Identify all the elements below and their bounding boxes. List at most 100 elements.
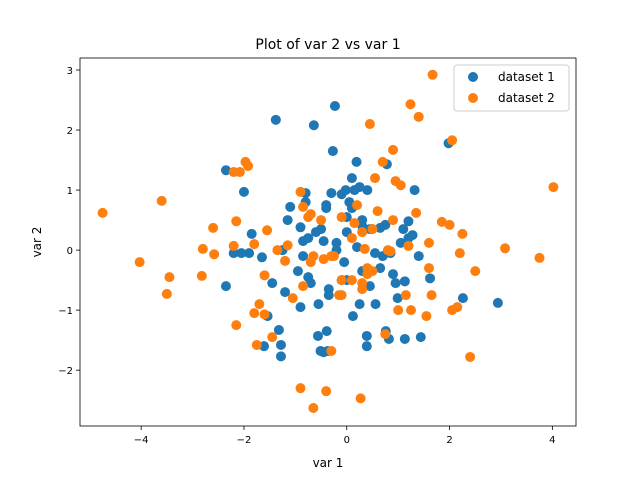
data-point-series-2 [267, 332, 278, 343]
data-point-series-1 [327, 146, 338, 157]
data-point-series-1 [370, 299, 381, 310]
data-point-series-2 [196, 270, 207, 281]
data-point-series-2 [326, 345, 337, 356]
data-point-series-2 [465, 351, 476, 362]
y-tick-label: 3 [67, 66, 73, 77]
data-point-series-2 [534, 252, 545, 263]
legend: dataset 1 dataset 2 [453, 64, 570, 112]
data-point-series-1 [388, 269, 399, 280]
data-point-series-1 [313, 299, 324, 310]
data-point-series-2 [364, 119, 375, 130]
data-point-series-1 [399, 333, 410, 344]
data-point-series-1 [228, 248, 239, 259]
data-point-series-2 [457, 228, 468, 239]
data-point-series-2 [209, 249, 220, 260]
data-point-series-1 [220, 165, 231, 176]
data-point-series-1 [267, 278, 278, 289]
y-tick-label: −1 [58, 306, 73, 317]
data-point-series-1 [270, 114, 281, 125]
data-point-series-1 [285, 201, 296, 212]
data-point-series-2 [357, 227, 368, 238]
data-point-series-1 [492, 297, 503, 308]
data-point-series-1 [403, 216, 414, 227]
data-point-series-1 [361, 341, 372, 352]
data-point-series-2 [447, 135, 458, 146]
data-point-series-1 [329, 101, 340, 112]
data-point-series-1 [273, 324, 284, 335]
data-point-series-2 [500, 243, 511, 254]
data-point-series-2 [355, 393, 366, 404]
data-point-series-1 [357, 215, 368, 226]
data-point-series-2 [362, 269, 373, 280]
data-point-series-2 [272, 245, 283, 256]
data-point-series-1 [347, 311, 358, 322]
data-point-series-1 [399, 276, 410, 287]
data-point-series-1 [413, 251, 424, 262]
data-point-series-2 [370, 173, 381, 184]
data-point-series-1 [354, 182, 365, 193]
data-point-series-1 [407, 230, 418, 241]
data-point-series-2 [262, 225, 273, 236]
data-point-series-2 [403, 240, 414, 251]
data-point-series-1 [321, 203, 332, 214]
legend-box [453, 64, 570, 112]
data-point-series-2 [231, 216, 242, 227]
data-point-series-2 [400, 290, 411, 301]
data-point-series-2 [295, 383, 306, 394]
legend-marker-2 [468, 93, 478, 103]
axes: −4 −2 0 2 4 −2 −1 0 1 2 3 [58, 57, 577, 446]
data-point-series-2 [411, 207, 422, 218]
data-point-series-2 [282, 240, 293, 251]
data-point-series-1 [346, 173, 357, 184]
data-point-series-2 [334, 290, 345, 301]
data-point-series-1 [280, 287, 291, 298]
data-point-series-1 [370, 248, 381, 259]
data-point-series-1 [323, 290, 334, 301]
data-point-series-2 [346, 233, 357, 244]
data-point-series-1 [398, 224, 409, 235]
data-point-series-2 [254, 299, 265, 310]
data-point-series-2 [470, 266, 481, 277]
data-point-series-2 [295, 186, 306, 197]
data-point-series-1 [351, 156, 362, 167]
data-point-series-2 [259, 270, 270, 281]
legend-marker-1 [468, 72, 478, 82]
data-point-series-1 [364, 281, 375, 292]
data-point-series-2 [305, 257, 316, 268]
axes-frame [79, 57, 577, 427]
data-point-series-2 [346, 275, 357, 286]
data-point-series-2 [426, 290, 437, 301]
data-point-series-2 [336, 212, 347, 223]
data-point-series-2 [303, 212, 314, 223]
data-point-series-1 [316, 224, 327, 235]
data-point-series-2 [427, 69, 438, 80]
data-point-series-2 [423, 237, 434, 248]
data-point-series-1 [409, 185, 420, 196]
data-point-series-2 [249, 239, 260, 250]
legend-label-2: dataset 2 [498, 91, 555, 105]
data-point-series-2 [395, 180, 406, 191]
y-tick-label: 2 [67, 126, 73, 137]
legend-label-1: dataset 1 [498, 70, 555, 84]
data-point-series-2 [228, 240, 239, 251]
data-point-series-2 [423, 263, 434, 274]
data-point-series-1 [425, 273, 436, 284]
data-point-series-1 [326, 188, 337, 199]
data-point-series-2 [280, 255, 291, 266]
data-point-series-1 [380, 219, 391, 230]
x-tick-label: −2 [237, 435, 252, 446]
data-point-series-1 [282, 215, 293, 226]
y-axis-label: var 2 [30, 227, 44, 258]
data-point-series-2 [97, 207, 108, 218]
data-point-series-1 [375, 263, 386, 274]
y-tick-label: −2 [58, 366, 73, 377]
data-point-series-2 [359, 243, 370, 254]
data-point-series-2 [208, 222, 219, 233]
data-point-series-1 [340, 185, 351, 196]
data-point-series-2 [377, 156, 388, 167]
data-point-series-2 [380, 329, 391, 340]
data-point-series-2 [367, 224, 378, 235]
x-tick-label: 4 [549, 435, 555, 446]
data-point-series-2 [164, 272, 175, 283]
data-point-series-2 [243, 161, 254, 172]
